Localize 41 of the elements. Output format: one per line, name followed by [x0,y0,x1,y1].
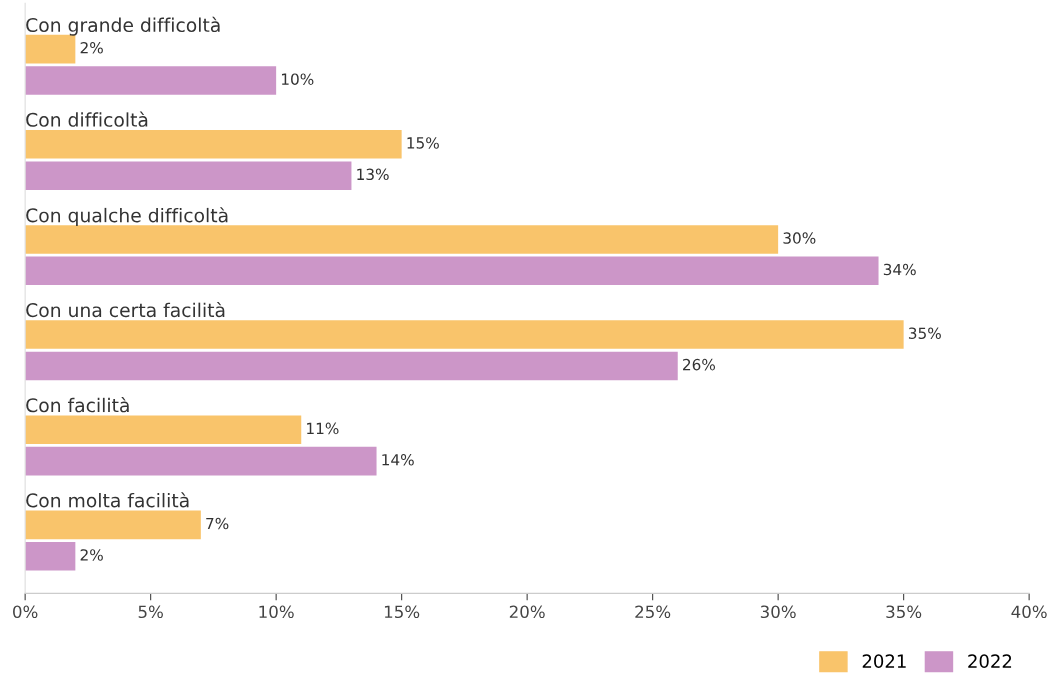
data-label: 2% [80,41,103,54]
x-tick-label: 25% [635,605,671,619]
y-tick-label: Con grande difficoltà [26,16,220,36]
data-label: 30% [783,232,816,244]
x-tick-label: 40% [1011,605,1047,619]
bar [25,34,76,64]
x-tick-label: 15% [384,605,420,619]
x-tick-label: 20% [509,605,545,619]
y-tick-label: Con qualche difficoltà [26,207,228,227]
bar [25,225,779,254]
data-label: 35% [908,327,941,339]
y-tick-label: Con difficoltà [26,111,148,127]
x-tick-label: 35% [886,605,922,619]
bar [25,66,277,95]
x-tick-label: 5% [138,605,163,619]
bar [25,542,76,571]
data-label: 11% [307,422,339,435]
bar [25,351,678,381]
data-label: 2% [80,549,103,561]
bar [25,320,904,349]
bar [25,415,302,444]
data-label: 14% [382,454,414,466]
bar [25,510,201,540]
data-label: 15% [407,137,439,149]
bar [25,161,352,190]
legend-label: 2022 [968,654,1012,668]
data-label: 34% [883,263,916,276]
data-label: 10% [281,73,314,85]
data-label: 7% [206,517,229,530]
x-tick-label: 10% [259,605,294,619]
bar [25,129,402,159]
bar [25,446,377,476]
bar [25,256,879,286]
y-tick-label: Con una certa facilità [26,301,225,318]
y-tick-label: Con facilità [26,397,129,413]
x-tick-label: 30% [760,605,796,619]
data-label: 13% [357,168,389,181]
data-label: 26% [683,358,716,371]
y-tick-label: Con molta facilità [26,492,189,508]
x-tick-label: 0% [13,605,38,619]
legend-label: 2021 [862,654,906,668]
